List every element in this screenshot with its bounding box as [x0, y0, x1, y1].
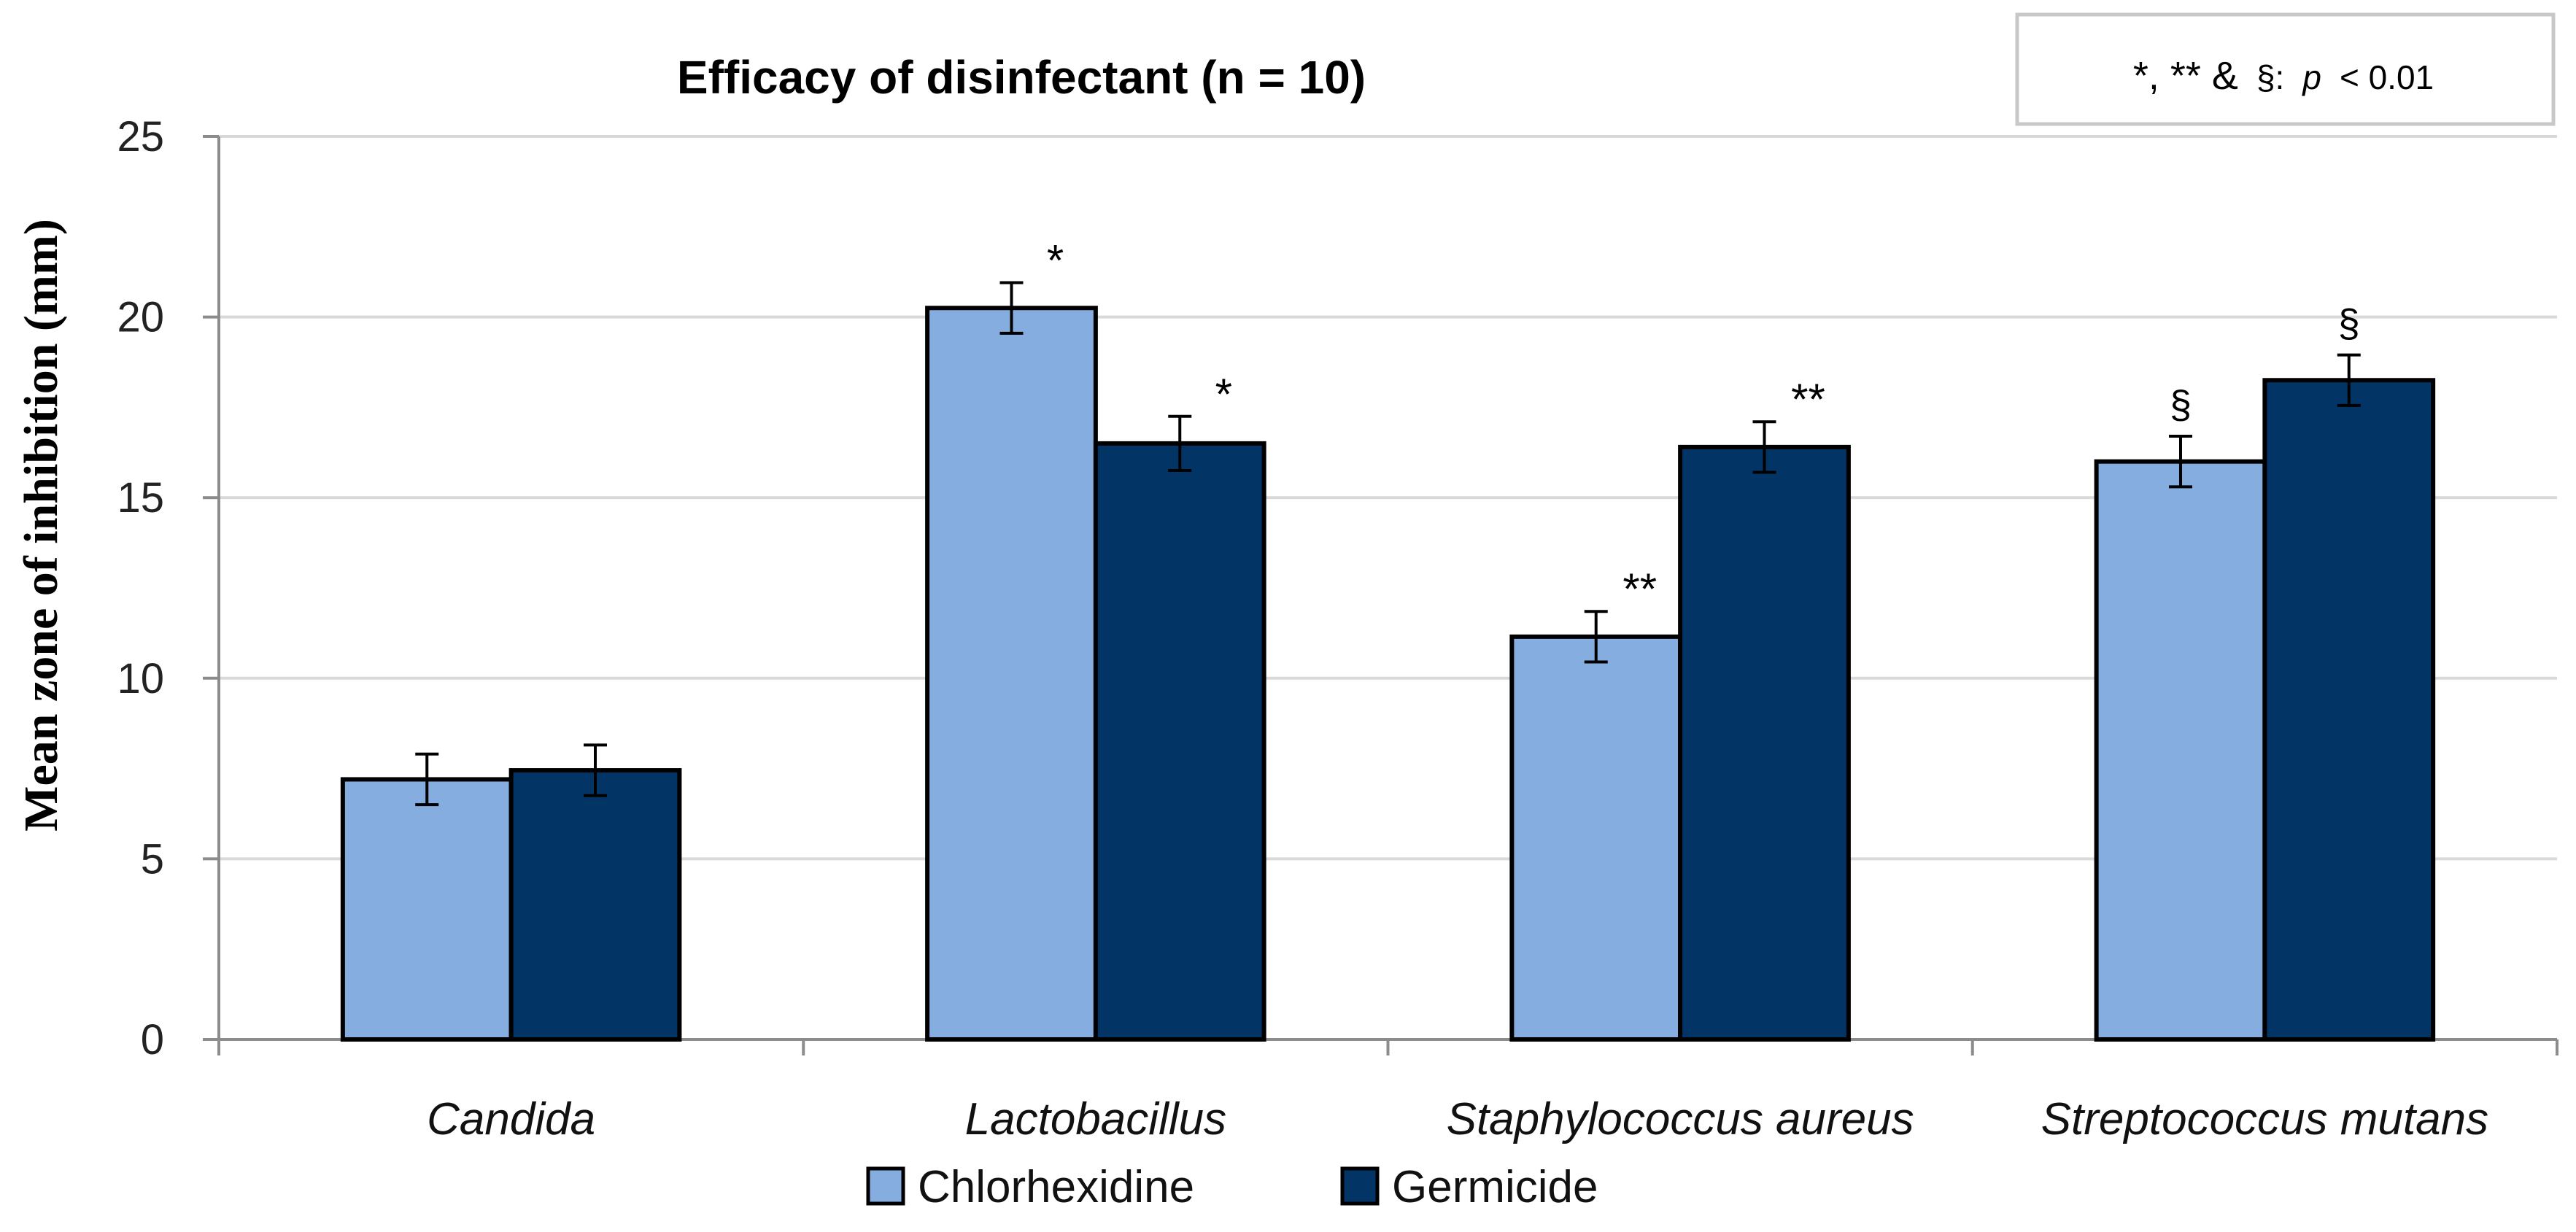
error-bars — [415, 281, 2361, 807]
y-tick-label: 0 — [141, 1016, 164, 1064]
y-tick-label: 5 — [141, 835, 164, 883]
bar-germicide — [508, 768, 682, 1042]
significance-marker: § — [2170, 383, 2192, 427]
significance-marker: § — [2338, 302, 2360, 346]
y-tick-label: 20 — [117, 294, 164, 341]
x-tick-label: Staphylococcus aureus — [1447, 1094, 1914, 1144]
bar-germicide — [1678, 444, 1851, 1042]
y-tick-label: 10 — [117, 655, 164, 702]
significance-markers: ****** §§ — [1047, 236, 2360, 614]
annotation-section: §: — [2256, 58, 2284, 96]
significance-marker: ** — [1791, 375, 1825, 424]
significance-marker: ** — [1622, 565, 1657, 613]
annotation-p: p — [2301, 58, 2321, 96]
significance-annotation-box: *, ** & §: p < 0.01 — [2015, 12, 2556, 126]
annotation-symbols: *, ** & — [2133, 54, 2238, 98]
annotation-threshold: < 0.01 — [2340, 58, 2434, 96]
x-tick-label: Streptococcus mutans — [2041, 1094, 2488, 1144]
legend-label: Germicide — [1392, 1162, 1598, 1212]
chart-title: Efficacy of disinfectant (n = 10) — [677, 51, 1366, 104]
bar-chlorhexidine — [1509, 634, 1683, 1042]
x-axis-labels: Candida Lactobacillus Staphylococcus aureu… — [427, 1094, 2488, 1144]
x-tick-label: Lactobacillus — [965, 1094, 1226, 1144]
svg-text:*, ** & §: p: *, ** & §: p < 0.01 — [2133, 54, 2434, 98]
y-axis-ticks: 0 5 10 15 20 25 — [117, 113, 219, 1064]
bar-germicide — [2262, 378, 2436, 1042]
bar-germicide — [1093, 441, 1266, 1042]
legend-label: Chlorhexidine — [918, 1162, 1194, 1212]
bar-chlorhexidine — [925, 306, 1098, 1042]
legend: Chlorhexidine Germicide — [866, 1162, 1598, 1212]
y-axis-label: Mean zone of inhibition (mm) — [15, 219, 68, 832]
legend-swatch-chlorhexidine — [866, 1166, 905, 1206]
bar-chlorhexidine — [2094, 459, 2267, 1042]
y-tick-label: 15 — [117, 474, 164, 522]
significance-marker: * — [1047, 236, 1064, 285]
bars — [340, 306, 2436, 1042]
x-tick-label: Candida — [427, 1094, 595, 1144]
legend-swatch-germicide — [1340, 1166, 1380, 1206]
y-tick-label: 25 — [117, 113, 164, 160]
bar-chlorhexidine — [340, 777, 514, 1042]
significance-marker: * — [1215, 370, 1232, 419]
